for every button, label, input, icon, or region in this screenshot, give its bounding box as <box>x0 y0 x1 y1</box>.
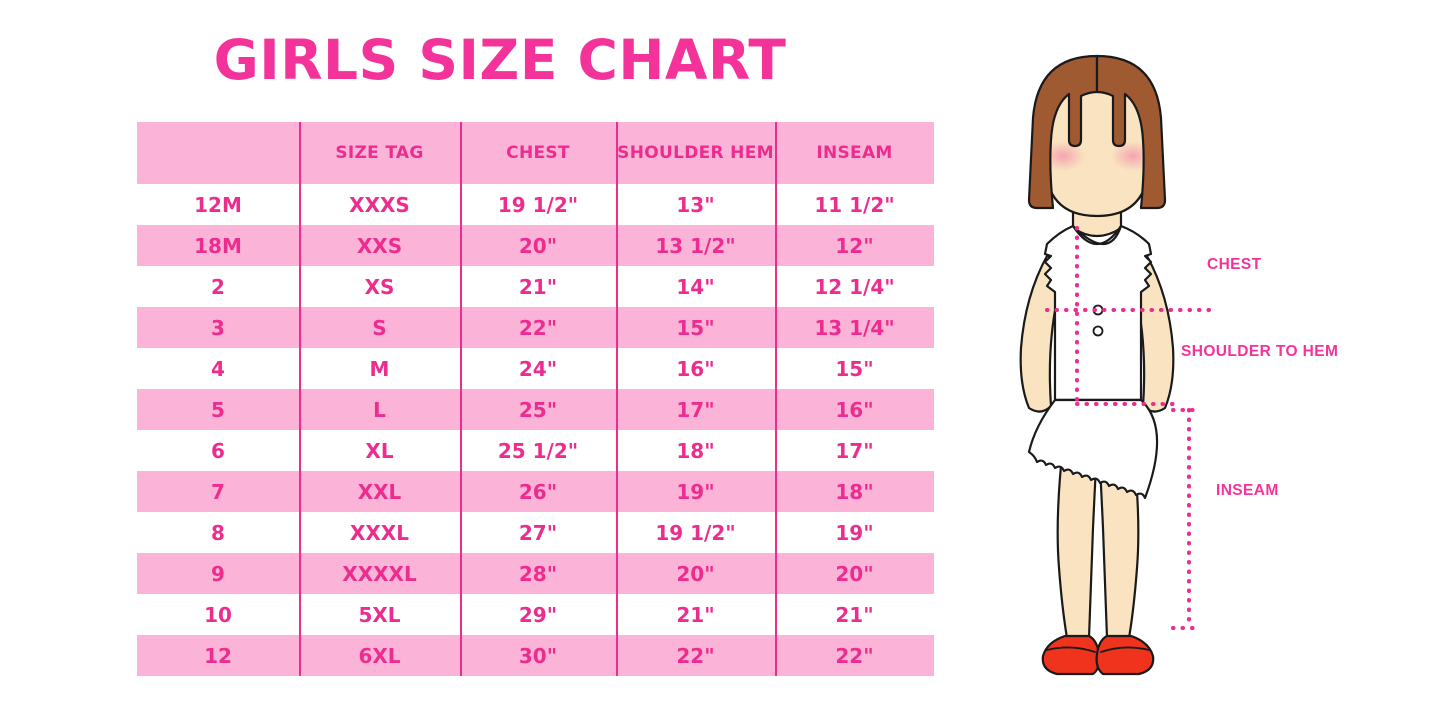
cell-size-tag: XS <box>299 266 460 307</box>
cell-shoulder-hem: 16" <box>616 348 775 389</box>
cell-size-tag: XXXXL <box>299 553 460 594</box>
cell-inseam: 21" <box>775 594 934 635</box>
table-row: 12 6XL 30" 22" 22" <box>137 635 934 676</box>
cell-size: 2 <box>211 274 225 299</box>
cell-shoulder-hem: 21" <box>616 594 775 635</box>
cell-inseam: 22" <box>775 635 934 676</box>
cell-chest: 22" <box>460 307 616 348</box>
cell-size: 4 <box>211 356 225 381</box>
cell-inseam: 17" <box>775 430 934 471</box>
inseam-bracket <box>1171 408 1197 630</box>
callout-label-chest: CHEST <box>1207 256 1262 273</box>
cell-inseam: 12" <box>775 225 934 266</box>
cell-inseam: 20" <box>775 553 934 594</box>
cell-inseam: 15" <box>775 348 934 389</box>
cell-chest: 20" <box>460 225 616 266</box>
cell-inseam: 18" <box>775 471 934 512</box>
cell-shoulder-hem: 20" <box>616 553 775 594</box>
cell-chest: 24" <box>460 348 616 389</box>
cell-shoulder-hem: 13 1/2" <box>616 225 775 266</box>
cell-shoulder-hem: 18" <box>616 430 775 471</box>
cell-chest: 21" <box>460 266 616 307</box>
table-row: 18M XXS 20" 13 1/2" 12" <box>137 225 934 266</box>
cell-size-tag: XXS <box>299 225 460 266</box>
table-row: 9 XXXXL 28" 20" 20" <box>137 553 934 594</box>
cell-size: 12M <box>194 192 242 217</box>
column-header-chest: CHEST <box>460 122 616 184</box>
cell-shoulder-hem: 15" <box>616 307 775 348</box>
callout-label-inseam: INSEAM <box>1216 482 1279 499</box>
cell-size-tag: XXXS <box>299 184 460 225</box>
column-header-size-tag: SIZE TAG <box>299 122 460 184</box>
table-header: SIZE TAG CHEST SHOULDER HEM INSEAM <box>137 122 934 184</box>
table-row: 2 XS 21" 14" 12 1/4" <box>137 266 934 307</box>
cell-inseam: 11 1/2" <box>775 184 934 225</box>
table-row: 7 XXL 26" 19" 18" <box>137 471 934 512</box>
cell-chest: 27" <box>460 512 616 553</box>
cell-chest: 29" <box>460 594 616 635</box>
cell-size-tag: XL <box>299 430 460 471</box>
cell-size-tag: XXL <box>299 471 460 512</box>
cell-size: 12 <box>204 643 232 668</box>
cell-size-tag: 6XL <box>299 635 460 676</box>
table-header-row: SIZE TAG CHEST SHOULDER HEM INSEAM <box>137 122 934 184</box>
cell-chest: 25 1/2" <box>460 430 616 471</box>
cell-inseam: 13 1/4" <box>775 307 934 348</box>
cell-inseam: 12 1/4" <box>775 266 934 307</box>
cell-size-tag: L <box>299 389 460 430</box>
callout-label-shoulder-to-hem: SHOULDER TO HEM <box>1181 343 1339 360</box>
table-row: 4 M 24" 16" 15" <box>137 348 934 389</box>
cell-size-tag: S <box>299 307 460 348</box>
column-header-shoulder-hem: SHOULDER HEM <box>616 122 775 184</box>
column-header-inseam: INSEAM <box>775 122 934 184</box>
cell-shoulder-hem: 19 1/2" <box>616 512 775 553</box>
cell-chest: 30" <box>460 635 616 676</box>
column-header-size <box>137 122 299 184</box>
cell-chest: 25" <box>460 389 616 430</box>
table-row: 10 5XL 29" 21" 21" <box>137 594 934 635</box>
table-row: 12M XXXS 19 1/2" 13" 11 1/2" <box>137 184 934 225</box>
cell-chest: 19 1/2" <box>460 184 616 225</box>
cell-size: 5 <box>211 397 225 422</box>
table-row: 6 XL 25 1/2" 18" 17" <box>137 430 934 471</box>
cell-size: 3 <box>211 315 225 340</box>
cell-size-tag: M <box>299 348 460 389</box>
cell-shoulder-hem: 19" <box>616 471 775 512</box>
cell-size-tag: 5XL <box>299 594 460 635</box>
cell-inseam: 16" <box>775 389 934 430</box>
cell-size: 7 <box>211 479 225 504</box>
table-row: 5 L 25" 17" 16" <box>137 389 934 430</box>
cell-size: 9 <box>211 561 225 586</box>
cell-size-tag: XXXL <box>299 512 460 553</box>
cell-chest: 28" <box>460 553 616 594</box>
page-title: GIRLS SIZE CHART <box>213 28 787 92</box>
cell-inseam: 19" <box>775 512 934 553</box>
cell-shoulder-hem: 22" <box>616 635 775 676</box>
girl-figure-illustration <box>985 48 1250 678</box>
table-body: 12M XXXS 19 1/2" 13" 11 1/2" 18M XXS 20" 13 1/2"… <box>137 184 934 676</box>
size-chart-table: SIZE TAG CHEST SHOULDER HEM INSEAM 12M XX… <box>137 122 934 676</box>
cell-shoulder-hem: 13" <box>616 184 775 225</box>
cell-size: 18M <box>194 233 242 258</box>
cell-size: 8 <box>211 520 225 545</box>
table-row: 8 XXXL 27" 19 1/2" 19" <box>137 512 934 553</box>
cell-chest: 26" <box>460 471 616 512</box>
table-row: 3 S 22" 15" 13 1/4" <box>137 307 934 348</box>
cell-size: 6 <box>211 438 225 463</box>
cell-shoulder-hem: 17" <box>616 389 775 430</box>
cell-shoulder-hem: 14" <box>616 266 775 307</box>
cell-size: 10 <box>204 602 232 627</box>
